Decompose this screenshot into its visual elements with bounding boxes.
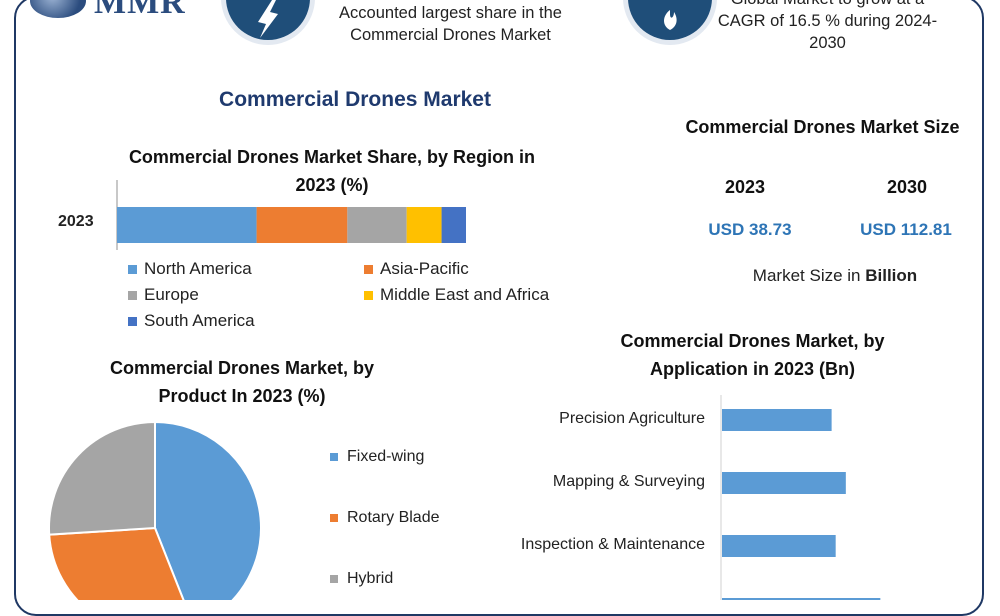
region-chart-title: Commercial Drones Market Share, by Regio…: [128, 147, 536, 195]
size-value-2030: USD 112.81: [860, 220, 952, 239]
legend-swatch: [364, 290, 373, 300]
header-left-text: Accounted largest share in the Commercia…: [339, 4, 562, 44]
main-title: Commercial Drones Market: [219, 88, 491, 111]
product-chart-title: Commercial Drones Market, by Product In …: [109, 358, 375, 406]
legend-swatch: [128, 264, 137, 274]
legend-swatch: [364, 264, 373, 274]
app-label-mapping-surveying: Mapping & Surveying: [552, 473, 705, 490]
application-bar-chart: [720, 395, 881, 600]
pie-slice-hybrid: [48, 420, 156, 536]
region-bar-chart: [117, 207, 466, 243]
size-value-2023: USD 38.73: [708, 220, 792, 239]
legend-label: Hybrid: [347, 570, 394, 587]
legend-swatch: [330, 514, 338, 522]
region-axis-line: [116, 180, 118, 250]
region-bar-segment-asia-pacific: [256, 207, 348, 243]
legend-label: Europe: [144, 285, 199, 304]
application-bar-delivery: [722, 598, 881, 600]
mmr-logo: MMR: [20, 0, 210, 24]
application-bar-inspection-maintenance: [722, 535, 836, 557]
product-pie-chart: [48, 420, 262, 600]
note-prefix: Market Size in: [752, 266, 866, 285]
pie-legend-fixed-wing: Fixed-wing: [330, 448, 424, 466]
pie-legend-rotary-blade: Rotary Blade: [330, 509, 440, 527]
region-bar-segment-europe: [347, 207, 407, 243]
app-label-inspection-maintenance: Inspection & Maintenance: [520, 536, 705, 553]
legend-label: North America: [144, 259, 252, 278]
size-year-2023: 2023: [724, 177, 766, 197]
legend-europe: Europe: [128, 285, 199, 305]
legend-south-america: South America: [128, 311, 255, 331]
logo-text: MMR: [94, 0, 186, 21]
header-right-text: Global Market to grow at a CAGR of 16.5 …: [717, 0, 938, 52]
legend-label: Rotary Blade: [347, 509, 440, 526]
legend-middle-east-africa: Middle East and Africa: [364, 285, 549, 305]
application-bar-mapping-surveying: [722, 472, 846, 494]
size-year-2030: 2030: [886, 177, 928, 197]
lightning-bolt-icon: [226, 0, 310, 40]
pie-slice-rotary-blade: [48, 526, 185, 600]
legend-swatch: [128, 316, 137, 326]
globe-icon: [30, 0, 86, 18]
market-size-note: Market Size in Billion: [700, 266, 970, 286]
legend-label: Fixed-wing: [347, 448, 425, 465]
pie-slice-fixed-wing: [154, 420, 262, 600]
legend-swatch: [330, 453, 338, 461]
legend-asia-pacific: Asia-Pacific: [364, 259, 469, 279]
legend-north-america: North America: [128, 259, 252, 279]
legend-swatch: [128, 290, 137, 300]
legend-label: Asia-Pacific: [380, 259, 469, 278]
region-bar-segment-middle-east-and-africa: [406, 207, 442, 243]
region-bar-segment-south-america: [441, 207, 466, 243]
application-chart-title: Commercial Drones Market, by Application…: [620, 331, 885, 379]
app-label-precision-agriculture: Precision Agriculture: [559, 410, 705, 427]
market-size-title: Commercial Drones Market Size: [685, 117, 960, 137]
note-unit: Billion: [865, 266, 918, 285]
legend-label: South America: [144, 311, 255, 330]
region-bar-segment-north-america: [117, 207, 257, 243]
pie-legend-hybrid: Hybrid: [330, 570, 393, 588]
flame-icon: [628, 0, 712, 40]
application-bar-precision-agriculture: [722, 409, 832, 431]
legend-swatch: [330, 575, 338, 583]
legend-label: Middle East and Africa: [380, 285, 550, 304]
region-category-label: 2023: [58, 213, 94, 230]
